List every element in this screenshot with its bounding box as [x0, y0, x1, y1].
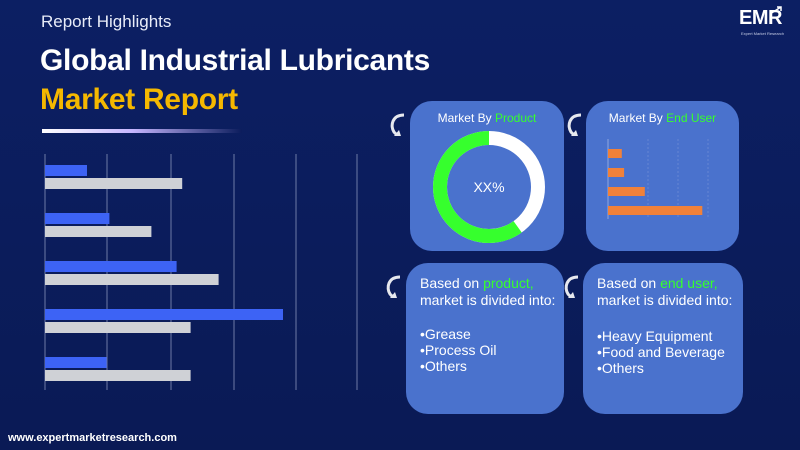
list-item: •Grease [420, 326, 471, 342]
list-item: •Others [420, 358, 467, 374]
bar-orange [608, 187, 645, 196]
footer-url[interactable]: www.expertmarketresearch.com [8, 432, 177, 444]
page-title-line2: Market Report [40, 83, 238, 116]
bar-orange [608, 149, 622, 158]
donut-segment [433, 131, 545, 243]
product-card: Market By Product XX% [410, 101, 564, 251]
bar-blue [45, 213, 110, 224]
curved-arrow-icon [386, 275, 401, 299]
product-segment-card: Based on product, market is divided into… [406, 263, 564, 414]
enduser-card-title: Market By End User [608, 111, 717, 125]
enduser-segment-intro: Based on end user, market is divided int… [597, 275, 733, 308]
curved-arrow-icon [390, 113, 405, 137]
bar-gray [45, 226, 152, 237]
title-underline [42, 129, 242, 133]
product-card-title: Market By Product [437, 111, 537, 125]
enduser-segment-list: •Heavy Equipment •Food and Beverage •Oth… [597, 328, 725, 376]
curved-arrow-icon [567, 113, 582, 137]
bar-blue [45, 357, 107, 368]
page-title-line1: Global Industrial Lubricants [40, 44, 430, 77]
decorative-bar-chart [44, 154, 358, 390]
bar-gray [45, 370, 191, 381]
product-segment-intro: Based on product, market is divided into… [420, 275, 556, 308]
bar-blue [45, 261, 177, 272]
bar-orange [608, 168, 625, 177]
eyebrow-label: Report Highlights [41, 12, 172, 31]
donut-label: XX% [473, 179, 504, 195]
emr-logo: EMR Expert Market Research [739, 6, 787, 39]
list-item: •Others [597, 360, 644, 376]
bar-gray [45, 178, 183, 189]
bar-orange [608, 206, 703, 215]
list-item: •Heavy Equipment [597, 328, 713, 344]
logo-arrow-icon [769, 6, 782, 15]
product-donut-chart: XX% [433, 131, 545, 243]
bar-gray [45, 274, 219, 285]
product-segment-list: •Grease •Process Oil •Others [420, 326, 496, 374]
bar-blue [45, 165, 87, 176]
list-item: •Food and Beverage [597, 344, 725, 360]
curved-arrow-icon [564, 275, 579, 299]
bar-blue [45, 309, 283, 320]
logo-tagline: Expert Market Research [741, 31, 785, 36]
enduser-card: Market By End User [586, 101, 739, 251]
enduser-segment-card: Based on end user, market is divided int… [583, 263, 743, 414]
bar-gray [45, 322, 191, 333]
list-item: •Process Oil [420, 342, 497, 358]
enduser-mini-bar-chart [607, 139, 709, 219]
